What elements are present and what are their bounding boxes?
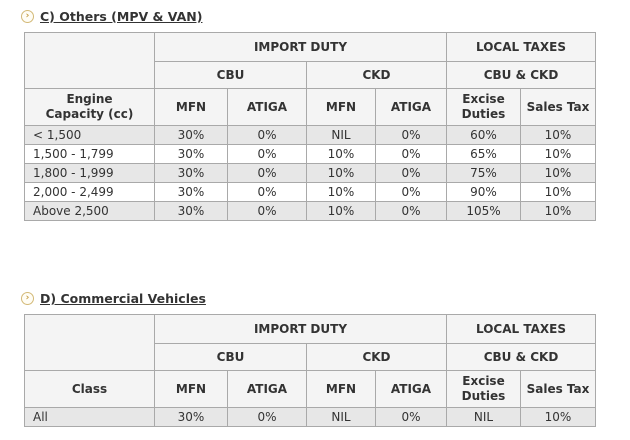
ckd-atiga-cell: 0% — [375, 182, 447, 202]
table-row: 1,800 - 1,999 30% 0% 10% 0% 75% 10% — [24, 163, 596, 183]
engine-capacity-cell: Above 2,500 — [24, 201, 155, 221]
ckd-atiga-cell: 0% — [375, 125, 447, 145]
cbu-atiga-cell: 0% — [227, 407, 307, 427]
cbu-atiga-cell: 0% — [227, 163, 307, 183]
ckd-atiga-header: ATIGA — [375, 88, 447, 126]
sales-tax-cell: 10% — [520, 125, 596, 145]
ckd-mfn-header: MFN — [306, 88, 376, 126]
corner-cell — [24, 314, 155, 371]
table-row: < 1,500 30% 0% NIL 0% 60% 10% — [24, 125, 596, 145]
ckd-mfn-cell: 10% — [306, 201, 376, 221]
excise-duties-cell: 105% — [446, 201, 521, 221]
import-duty-header: IMPORT DUTY — [154, 314, 447, 344]
section-c-title-link[interactable]: C) Others (MPV & VAN) — [40, 9, 203, 24]
sub-header-row: CBU CKD CBU & CKD — [25, 343, 596, 371]
engine-capacity-header: Engine Capacity (cc) — [24, 88, 155, 126]
sub-header-row: CBU CKD CBU & CKD — [25, 61, 596, 89]
cbu-mfn-cell: 30% — [154, 407, 228, 427]
table-row: Above 2,500 30% 0% 10% 0% 105% 10% — [24, 201, 596, 221]
sales-tax-cell: 10% — [520, 182, 596, 202]
engine-capacity-cell: 2,000 - 2,499 — [24, 182, 155, 202]
ckd-atiga-cell: 0% — [375, 201, 447, 221]
section-heading-d: › D) Commercial Vehicles — [21, 291, 630, 306]
table-row: 1,500 - 1,799 30% 0% 10% 0% 65% 10% — [24, 144, 596, 164]
cbu-header: CBU — [154, 343, 307, 371]
cbu-mfn-cell: 30% — [154, 125, 228, 145]
sales-tax-cell: 10% — [520, 201, 596, 221]
ckd-mfn-cell: 10% — [306, 144, 376, 164]
tariff-table-mpv-van: IMPORT DUTY LOCAL TAXES CBU CKD CBU & CK… — [24, 32, 596, 221]
page-content: › C) Others (MPV & VAN) IMPORT DUTY LOCA… — [21, 9, 630, 427]
table-row: 2,000 - 2,499 30% 0% 10% 0% 90% 10% — [24, 182, 596, 202]
engine-capacity-cell: 1,800 - 1,999 — [24, 163, 155, 183]
group-header-row: IMPORT DUTY LOCAL TAXES — [24, 314, 596, 371]
engine-capacity-cell: 1,500 - 1,799 — [24, 144, 155, 164]
ckd-mfn-cell: 10% — [306, 163, 376, 183]
column-header-row: Engine Capacity (cc) MFN ATIGA MFN ATIGA… — [24, 88, 596, 126]
excise-duties-cell: 65% — [446, 144, 521, 164]
tariff-table-commercial: IMPORT DUTY LOCAL TAXES CBU CKD CBU & CK… — [24, 314, 596, 427]
excise-duties-header: Excise Duties — [446, 88, 521, 126]
import-duty-header: IMPORT DUTY — [154, 32, 447, 62]
ckd-mfn-header: MFN — [306, 370, 376, 408]
section-d-title-link[interactable]: D) Commercial Vehicles — [40, 291, 206, 306]
class-cell: All — [24, 407, 155, 427]
cbu-atiga-header: ATIGA — [227, 88, 307, 126]
sales-tax-cell: 10% — [520, 163, 596, 183]
ckd-header: CKD — [306, 61, 447, 89]
cbu-header: CBU — [154, 61, 307, 89]
excise-duties-cell: NIL — [446, 407, 521, 427]
ckd-header: CKD — [306, 343, 447, 371]
excise-duties-header: Excise Duties — [446, 370, 521, 408]
cbu-mfn-cell: 30% — [154, 201, 228, 221]
cbu-atiga-cell: 0% — [227, 144, 307, 164]
cbu-mfn-cell: 30% — [154, 182, 228, 202]
cbu-atiga-cell: 0% — [227, 125, 307, 145]
cbu-atiga-cell: 0% — [227, 182, 307, 202]
local-taxes-header: LOCAL TAXES — [446, 32, 596, 62]
cbu-mfn-cell: 30% — [154, 163, 228, 183]
excise-duties-cell: 75% — [446, 163, 521, 183]
ckd-atiga-cell: 0% — [375, 163, 447, 183]
cbu-mfn-header: MFN — [154, 370, 228, 408]
corner-cell — [24, 32, 155, 89]
chevron-circle-icon: › — [21, 10, 34, 23]
table-row: All 30% 0% NIL 0% NIL 10% — [24, 407, 596, 427]
ckd-mfn-cell: 10% — [306, 182, 376, 202]
excise-duties-cell: 60% — [446, 125, 521, 145]
cbu-ckd-header: CBU & CKD — [446, 343, 596, 371]
chevron-circle-icon: › — [21, 292, 34, 305]
cbu-ckd-header: CBU & CKD — [446, 61, 596, 89]
sales-tax-cell: 10% — [520, 407, 596, 427]
ckd-atiga-cell: 0% — [375, 144, 447, 164]
column-header-row: Class MFN ATIGA MFN ATIGA Excise Duties … — [24, 370, 596, 408]
group-header-row: IMPORT DUTY LOCAL TAXES — [24, 32, 596, 89]
cbu-mfn-cell: 30% — [154, 144, 228, 164]
cbu-atiga-cell: 0% — [227, 201, 307, 221]
sales-tax-header: Sales Tax — [520, 88, 596, 126]
engine-capacity-cell: < 1,500 — [24, 125, 155, 145]
sales-tax-cell: 10% — [520, 144, 596, 164]
ckd-mfn-cell: NIL — [306, 125, 376, 145]
section-heading-c: › C) Others (MPV & VAN) — [21, 9, 630, 24]
cbu-mfn-header: MFN — [154, 88, 228, 126]
cbu-atiga-header: ATIGA — [227, 370, 307, 408]
ckd-atiga-cell: 0% — [375, 407, 447, 427]
ckd-atiga-header: ATIGA — [375, 370, 447, 408]
excise-duties-cell: 90% — [446, 182, 521, 202]
class-header: Class — [24, 370, 155, 408]
ckd-mfn-cell: NIL — [306, 407, 376, 427]
local-taxes-header: LOCAL TAXES — [446, 314, 596, 344]
sales-tax-header: Sales Tax — [520, 370, 596, 408]
